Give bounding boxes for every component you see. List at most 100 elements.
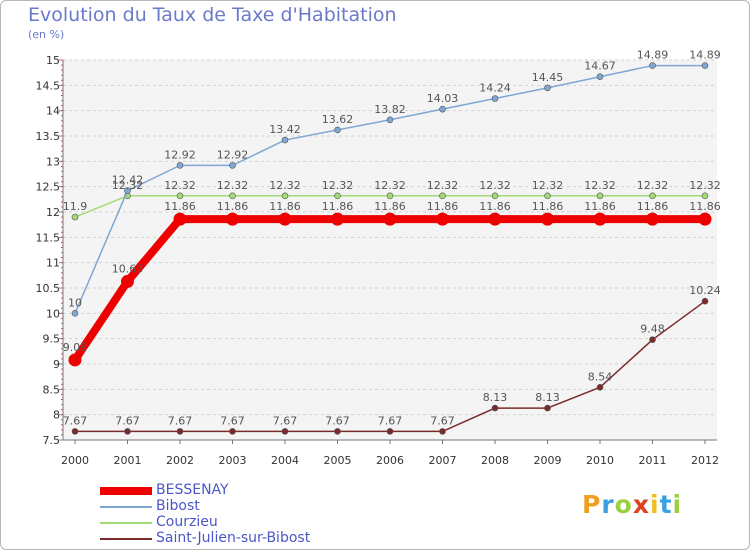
data-point [386,192,394,200]
data-point [68,353,82,367]
data-label: 14.89 [637,49,669,62]
data-point [436,212,449,226]
data-label: 11.86 [217,200,249,213]
data-label: 11.86 [637,200,669,213]
y-tick-label: 11.5 [36,231,61,244]
data-point [701,192,709,200]
data-label: 11.9 [63,200,88,213]
legend-swatch [100,538,152,540]
data-label: 11.86 [689,200,721,213]
plot-area [63,60,717,440]
data-label: 14.24 [479,82,511,95]
data-point [596,73,604,81]
y-tick-label: 11 [46,257,60,270]
data-point [229,162,236,169]
data-label: 12.32 [269,179,301,192]
legend-swatch [100,487,152,495]
legend-label: Courzieu [156,514,218,530]
data-label: 13.42 [269,123,301,136]
data-label: 12.92 [217,148,249,161]
x-tick-label: 2001 [114,454,142,467]
x-tick-label: 2008 [481,454,509,467]
y-tick-label: 14 [46,105,60,118]
data-point [491,95,499,102]
x-tick-label: 2010 [586,454,614,467]
data-point [71,213,79,221]
y-tick-label: 9 [53,358,60,371]
data-point [71,310,79,317]
data-point [124,428,131,435]
x-tick-label: 2006 [376,454,404,467]
data-label: 14.03 [427,92,459,105]
data-label: 10.24 [689,284,721,297]
axis-layer: 7.5 8 8.5 9 9.5 10 10.5 11 11.5 12 12.5 13 13.5 14 14.… [36,54,720,467]
data-point [646,212,659,226]
data-point [491,404,499,412]
x-tick-label: 2000 [61,454,89,467]
logo-letter: P [582,490,602,519]
data-label: 8.13 [483,391,508,404]
data-point [334,126,341,134]
y-tick-label: 13 [46,155,60,168]
data-label: 7.67 [430,414,455,427]
y-tick-label: 9.5 [43,333,61,346]
y-tick-label: 13.5 [36,130,61,143]
data-label: 12.32 [479,179,511,192]
data-label: 12.32 [164,179,196,192]
data-point [176,192,184,200]
logo-letter: r [601,490,615,519]
data-point [439,105,446,113]
data-point [176,162,184,169]
data-point [488,212,502,226]
data-point [386,116,394,124]
data-label: 12.32 [637,179,669,192]
data-point [593,212,607,226]
data-label: 10 [68,296,82,309]
data-label: 11.86 [479,200,511,213]
data-point [439,428,446,435]
data-label: 12.32 [112,179,144,192]
data-label: 7.67 [220,414,245,427]
data-point [71,428,79,435]
data-label: 11.86 [532,200,564,213]
y-tick-label: 8 [53,409,60,422]
x-tick-label: 2007 [429,454,457,467]
x-tick-label: 2005 [324,454,352,467]
data-label: 12.32 [374,179,406,192]
data-label: 7.67 [168,414,193,427]
data-point [701,297,709,305]
data-label: 9.48 [640,323,665,336]
data-label: 14.89 [689,49,721,62]
proxiti-logo: Proxiti [582,490,682,519]
y-tick-label: 8.5 [43,383,61,396]
data-point [278,212,292,226]
data-point [334,192,341,200]
data-point [229,428,236,435]
data-label: 13.62 [322,113,354,126]
data-label: 12.92 [164,148,196,161]
data-point [439,192,446,200]
y-tick-label: 14.5 [36,79,61,92]
x-tick-label: 2012 [691,454,719,467]
data-point [649,62,656,69]
data-point [281,428,289,435]
data-point [596,192,604,200]
data-point [649,336,656,343]
data-label: 11.86 [269,200,301,213]
x-tick-label: 2009 [534,454,562,467]
data-label: 11.86 [584,200,616,213]
data-point [124,187,131,195]
data-point [541,212,554,226]
logo-letter: o [614,490,633,519]
legend-swatch [100,506,152,508]
y-tick-label: 10 [46,307,60,320]
data-label: 11.86 [374,200,406,213]
series-layer [68,62,712,435]
x-tick-label: 2003 [219,454,247,467]
data-label: 12.32 [584,179,616,192]
data-point [649,192,656,200]
data-point [121,274,134,288]
legend-label: BESSENAY [156,482,229,498]
x-tick-label: 2002 [166,454,194,467]
